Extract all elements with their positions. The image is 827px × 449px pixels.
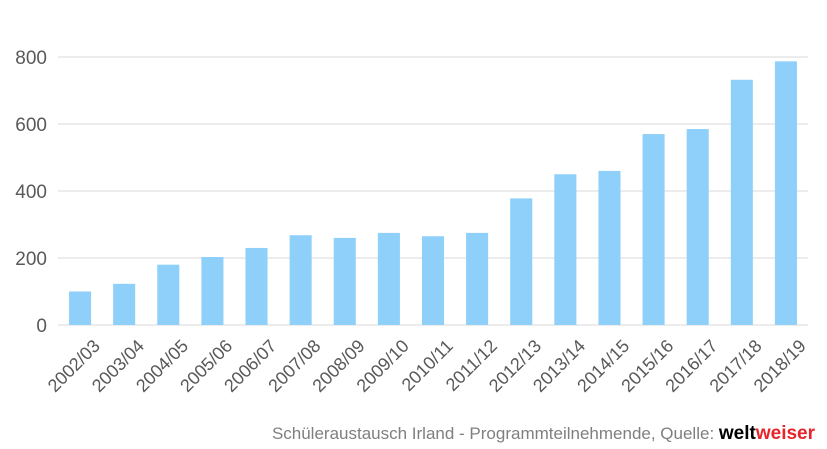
bar xyxy=(466,232,489,325)
bar xyxy=(377,232,400,325)
source-caption: Schüleraustausch Irland - Programmteilne… xyxy=(272,423,815,445)
bars xyxy=(69,61,797,325)
brand-logo-part1: welt xyxy=(718,423,756,444)
bar xyxy=(69,291,92,325)
bar xyxy=(510,198,533,325)
bar xyxy=(113,283,136,325)
bar xyxy=(245,247,268,325)
bar xyxy=(642,134,665,325)
bar xyxy=(157,264,180,325)
bar xyxy=(289,235,312,325)
y-tick-label: 200 xyxy=(15,249,47,270)
bar xyxy=(333,237,356,325)
y-tick-label: 400 xyxy=(15,182,47,203)
bar xyxy=(421,236,445,325)
bar xyxy=(730,79,753,325)
y-tick-label: 600 xyxy=(15,115,47,136)
bar xyxy=(598,170,621,325)
bar xyxy=(554,174,577,325)
y-tick-label: 0 xyxy=(36,316,47,337)
bar xyxy=(774,61,797,325)
y-axis-ticks: 0 200 400 600 800 xyxy=(15,48,47,337)
brand-logo-part2: weiser xyxy=(755,423,815,444)
bar xyxy=(686,129,709,325)
bar xyxy=(201,256,224,325)
x-axis-ticks: 2002/032003/042004/052005/062006/072007/… xyxy=(44,336,810,396)
y-tick-label: 800 xyxy=(15,48,47,69)
caption-text: Schüleraustausch Irland - Programmteilne… xyxy=(271,424,719,443)
